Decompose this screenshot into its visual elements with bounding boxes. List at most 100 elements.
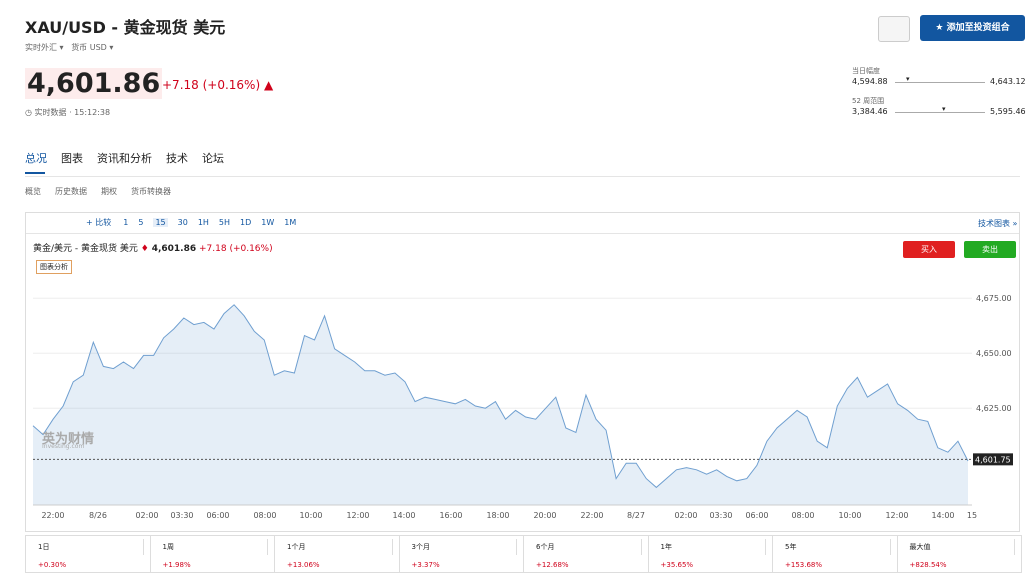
interval[interactable]: 5H (218, 218, 231, 227)
performance-cell[interactable]: 1周 +1.98% (151, 536, 275, 572)
range-bar (895, 112, 985, 113)
price-area (33, 304, 968, 505)
performance-change: +828.54% (909, 561, 947, 569)
y-tick-label: 4,625.00 (976, 404, 1012, 413)
last-price-box (973, 453, 1013, 466)
range-marker: ▾ (906, 75, 910, 83)
last-price-label: 4,601.75 (975, 455, 1011, 464)
performance-period: 3个月 (406, 539, 517, 555)
range-label: 当日幅度 (852, 67, 880, 75)
x-tick-label: 10:00 (838, 511, 861, 520)
price: 4,601.86 (25, 68, 163, 99)
x-tick-label: 12:00 (346, 511, 369, 520)
subtab[interactable]: 期权 (101, 187, 117, 196)
add-portfolio-button[interactable]: ★ 添加至投资组合 (920, 15, 1025, 41)
chart: 4,625.00 4,650.00 4,675.00 4,601.75 22:00 8/2… (32, 294, 1013, 520)
x-tick-label: 22:00 (41, 511, 64, 520)
performance-period: 最大值 (904, 539, 1015, 555)
interval[interactable]: 15 (153, 218, 168, 227)
x-tick-label: 14:00 (931, 511, 954, 520)
x-tick-label: 02:00 (674, 511, 697, 520)
meta: 实时外汇 ▾ 货币 USD ▾ (25, 43, 114, 52)
change-text: +7.18 (+0.16%) (162, 78, 261, 92)
x-tick-label: 14:00 (392, 511, 415, 520)
range-low: 4,594.88 (852, 77, 888, 86)
performance-cell[interactable]: 1个月 +13.06% (275, 536, 400, 572)
advanced-link[interactable]: 技术图表 » (978, 219, 1018, 228)
subtabs: 概览 历史数据 期权 货币转换器 (25, 186, 185, 197)
analysis-text: 图表分析 (40, 263, 68, 271)
analysis-button[interactable]: 图表分析 (36, 260, 72, 274)
interval[interactable]: 30 (177, 218, 188, 227)
range-high: 4,643.12 (990, 77, 1026, 86)
performance-change: +1.98% (162, 561, 191, 569)
x-tick-label: 10:00 (299, 511, 322, 520)
performance-cell[interactable]: 6个月 +12.68% (524, 536, 649, 572)
tab[interactable]: 论坛 (202, 152, 224, 165)
y-tick-label: 4,675.00 (976, 294, 1012, 303)
title: XAU/USD - 黄金现货 美元 (25, 18, 226, 37)
interval[interactable]: 1W (261, 218, 275, 227)
x-tick-label: 22:00 (580, 511, 603, 520)
tab[interactable]: 图表 (61, 152, 83, 165)
watermark: 英为财情 (42, 432, 95, 447)
chart-change: +7.18 (+0.16%) (199, 244, 273, 254)
x-tick-label: 20:00 (533, 511, 556, 520)
tab[interactable]: 总况 (25, 152, 47, 165)
range-high: 5,595.46 (990, 107, 1026, 116)
y-tick-label: 4,650.00 (976, 349, 1012, 358)
tab[interactable]: 资讯和分析 (97, 152, 152, 165)
x-tick-label: 12:00 (885, 511, 908, 520)
alert-button[interactable] (878, 16, 910, 42)
subtab[interactable]: 概览 (25, 187, 41, 196)
x-tick-label: 03:30 (170, 511, 193, 520)
performance: 1日 +0.30% 1周 +1.98% 1个月 +13.06% 3个月 +3.37% 6个月 +1… (25, 535, 1022, 573)
interval[interactable]: 1M (284, 218, 297, 227)
x-tick-label: 8/26 (89, 511, 107, 520)
interval[interactable]: 1 (123, 218, 129, 227)
performance-cell[interactable]: 5年 +153.68% (773, 536, 898, 572)
toolbar: + 比较 1 5 15 30 1H 5H 1D 1W 1M (26, 213, 1019, 234)
performance-period: 1年 (655, 539, 766, 555)
x-tick-label: 08:00 (253, 511, 276, 520)
change: +7.18 (+0.16%) ▲ (162, 78, 274, 92)
watermark-sub: Investing.com (42, 443, 85, 450)
range-label: 52 周范围 (852, 97, 885, 105)
price-line (32, 304, 969, 489)
x-tick-label: 16:00 (439, 511, 462, 520)
sell-button[interactable]: 卖出 (964, 241, 1016, 258)
market[interactable]: 实时外汇 (25, 43, 57, 52)
tabs: 总况 图表 资讯和分析 技术 论坛 (25, 150, 238, 166)
performance-period: 5年 (779, 539, 891, 555)
tab[interactable]: 技术 (166, 152, 188, 165)
interval[interactable]: 1H (197, 218, 209, 227)
performance-change: +13.06% (287, 561, 320, 569)
performance-cell[interactable]: 1年 +35.65% (649, 536, 773, 572)
performance-cell[interactable]: 最大值 +828.54% (898, 536, 1022, 572)
performance-change: +0.30% (38, 561, 67, 569)
x-tick-label: 06:00 (206, 511, 229, 520)
x-tick-label: 03:30 (709, 511, 732, 520)
currency-label: 货币 (71, 43, 88, 52)
x-tick-label: 06:00 (745, 511, 768, 520)
interval[interactable]: 1D (240, 218, 252, 227)
performance-period: 1周 (157, 539, 268, 555)
performance-change: +12.68% (536, 561, 569, 569)
performance-cell[interactable]: 1日 +0.30% (26, 536, 151, 572)
interval[interactable]: 5 (138, 218, 144, 227)
performance-cell[interactable]: 3个月 +3.37% (400, 536, 524, 572)
x-tick-label: 8/27 (627, 511, 645, 520)
x-tick-label: 02:00 (135, 511, 158, 520)
buy-button[interactable]: 买入 (903, 241, 955, 258)
currency[interactable]: USD (89, 43, 107, 52)
subtab[interactable]: 货币转换器 (131, 187, 171, 196)
subtab[interactable]: 历史数据 (55, 187, 87, 196)
range-bar (895, 82, 985, 83)
chart-header: 黄金/美元 - 黄金现货 美元 ♦ 4,601.86 +7.18 (+0.16%… (33, 244, 273, 254)
chart-name: 黄金/美元 - 黄金现货 美元 (33, 244, 138, 254)
tab-underline (25, 172, 45, 174)
performance-change: +153.68% (785, 561, 823, 569)
performance-change: +35.65% (660, 561, 694, 569)
x-tick-label: 18:00 (486, 511, 509, 520)
compare-button[interactable]: + 比较 (86, 218, 112, 227)
